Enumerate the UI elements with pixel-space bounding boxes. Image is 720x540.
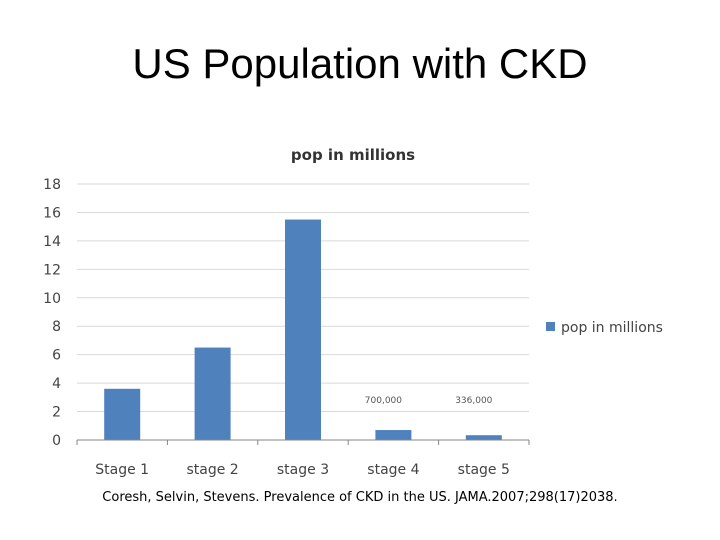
slide-title: US Population with CKD (132, 40, 588, 87)
x-tick-label: stage 2 (186, 462, 238, 478)
bar-stage-1 (104, 388, 141, 440)
y-tick-label: 16 (43, 205, 61, 221)
citation: Coresh, Selvin, Stevens. Prevalence of C… (102, 490, 618, 505)
bar-stage-2 (194, 347, 231, 440)
bar-stage-5 (465, 435, 502, 440)
y-tick-label: 6 (52, 348, 61, 364)
data-labels: 700,000 336,000 (365, 396, 493, 406)
y-tick-label: 10 (43, 291, 61, 307)
bars (104, 219, 502, 440)
x-tick-label: stage 4 (367, 462, 419, 478)
x-tick-label: Stage 1 (95, 462, 149, 478)
data-label: 336,000 (455, 396, 492, 406)
y-tick-label: 2 (52, 405, 61, 421)
y-tick-label: 0 (52, 433, 61, 449)
y-tick-label: 12 (43, 262, 61, 278)
y-tick-label: 8 (52, 319, 61, 335)
chart-title: pop in millions (291, 146, 415, 164)
bar-stage-3 (285, 219, 321, 440)
x-tick-label: stage 3 (277, 462, 329, 478)
legend: pop in millions (546, 320, 663, 336)
data-label: 700,000 (365, 396, 402, 406)
x-axis-ticks: Stage 1 stage 2 stage 3 stage 4 stage 5 (76, 440, 530, 478)
y-tick-label: 4 (52, 376, 61, 392)
y-tick-label: 14 (43, 234, 61, 250)
y-tick-label: 18 (43, 177, 61, 193)
legend-label: pop in millions (561, 320, 663, 336)
y-axis-ticks: 0 2 4 6 8 10 12 14 16 18 (43, 177, 61, 449)
x-tick-label: stage 5 (458, 462, 510, 478)
bar-stage-4 (375, 430, 412, 440)
legend-swatch (546, 322, 555, 331)
